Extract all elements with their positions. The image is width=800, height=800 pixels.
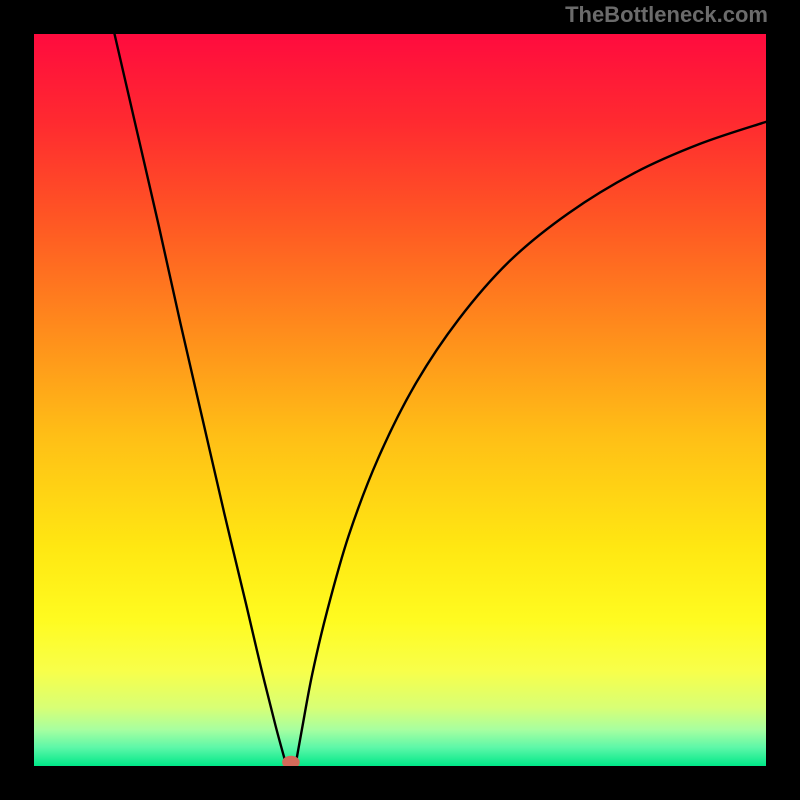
gradient-background <box>34 34 766 766</box>
figure-frame: TheBottleneck.com <box>0 0 800 800</box>
plot-svg <box>34 34 766 766</box>
plot-area <box>34 34 766 766</box>
watermark-text: TheBottleneck.com <box>565 2 768 28</box>
